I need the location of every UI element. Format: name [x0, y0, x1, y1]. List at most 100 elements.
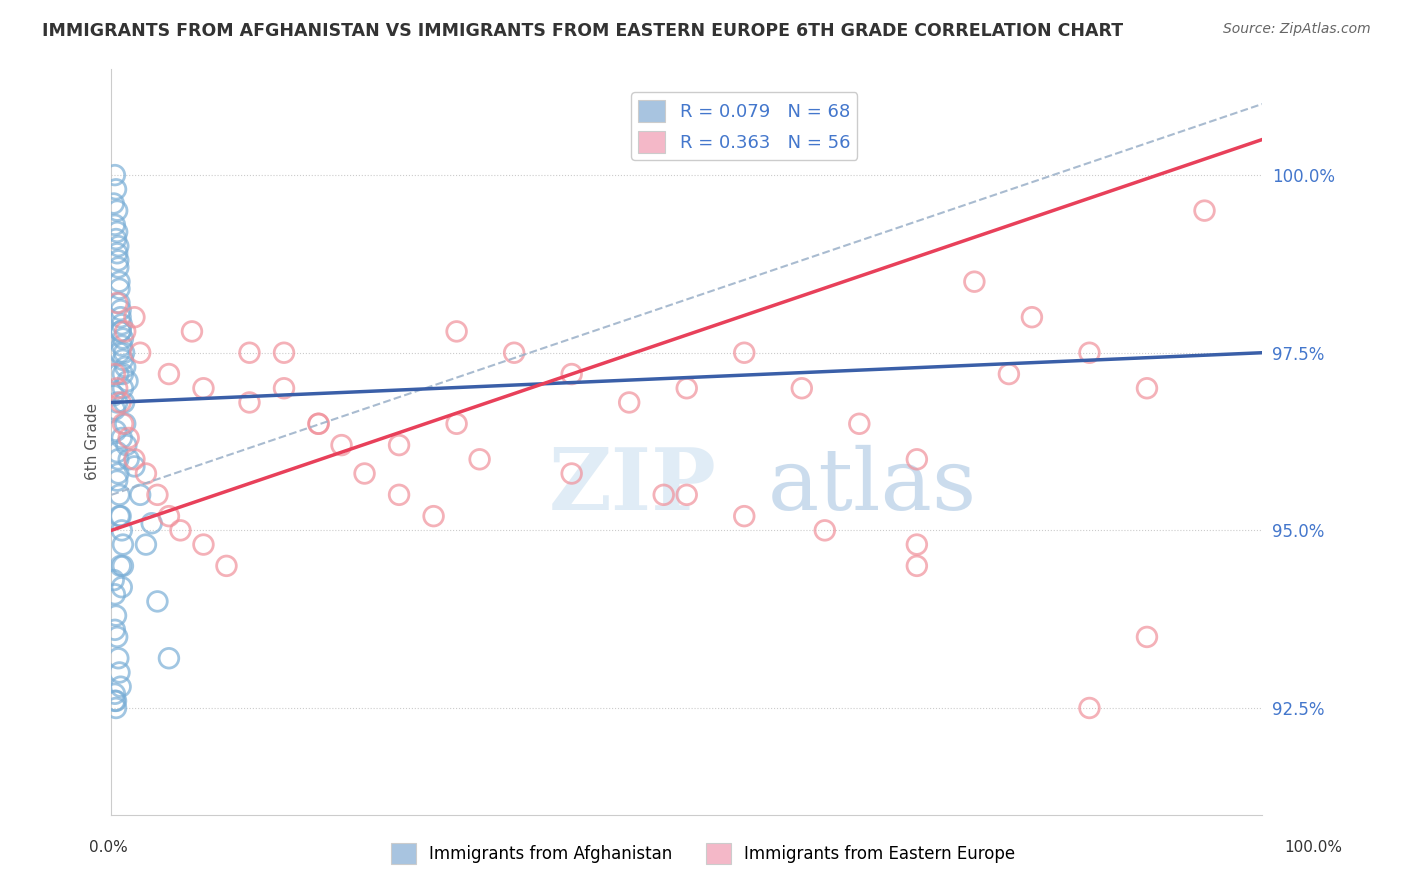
Text: 100.0%: 100.0%: [1285, 840, 1343, 855]
Point: [905, 558, 928, 573]
Point: [1078, 701, 1101, 715]
Point: [157, 651, 180, 665]
Point: [105, 630, 128, 644]
Point: [105, 246, 128, 260]
Point: [112, 345, 135, 359]
Point: [111, 381, 134, 395]
Point: [107, 260, 129, 275]
Point: [105, 296, 128, 310]
Point: [114, 325, 136, 339]
Point: [446, 417, 468, 431]
Point: [388, 438, 411, 452]
Point: [446, 325, 468, 339]
Point: [108, 665, 131, 680]
Point: [111, 352, 134, 367]
Point: [129, 345, 152, 359]
Point: [273, 381, 295, 395]
Point: [111, 318, 134, 332]
Text: atlas: atlas: [768, 445, 976, 528]
Point: [110, 509, 132, 524]
Point: [169, 524, 191, 538]
Point: [675, 381, 697, 395]
Point: [111, 580, 134, 594]
Point: [105, 701, 128, 715]
Point: [111, 338, 134, 352]
Point: [105, 225, 128, 239]
Point: [157, 367, 180, 381]
Point: [110, 325, 132, 339]
Point: [124, 310, 146, 325]
Point: [353, 467, 375, 481]
Point: [238, 345, 260, 359]
Text: ZIP: ZIP: [548, 444, 717, 528]
Point: [110, 558, 132, 573]
Point: [111, 558, 134, 573]
Text: Source: ZipAtlas.com: Source: ZipAtlas.com: [1223, 22, 1371, 37]
Point: [733, 509, 755, 524]
Point: [107, 467, 129, 481]
Point: [129, 488, 152, 502]
Point: [118, 431, 141, 445]
Point: [848, 417, 870, 431]
Point: [105, 381, 128, 395]
Point: [1136, 630, 1159, 644]
Point: [146, 488, 169, 502]
Point: [215, 558, 238, 573]
Point: [110, 303, 132, 318]
Point: [111, 524, 134, 538]
Point: [1078, 345, 1101, 359]
Point: [1136, 381, 1159, 395]
Point: [110, 680, 132, 694]
Point: [108, 345, 131, 359]
Point: [107, 367, 129, 381]
Point: [108, 488, 131, 502]
Point: [108, 275, 131, 289]
Point: [105, 445, 128, 459]
Point: [117, 374, 139, 388]
Point: [103, 388, 125, 402]
Point: [124, 452, 146, 467]
Point: [193, 381, 215, 395]
Point: [157, 509, 180, 524]
Point: [111, 367, 134, 381]
Point: [104, 694, 127, 708]
Point: [503, 345, 526, 359]
Point: [619, 395, 641, 409]
Point: [105, 694, 128, 708]
Point: [105, 182, 128, 196]
Point: [111, 431, 134, 445]
Point: [103, 573, 125, 587]
Point: [107, 452, 129, 467]
Point: [114, 359, 136, 374]
Text: IMMIGRANTS FROM AFGHANISTAN VS IMMIGRANTS FROM EASTERN EUROPE 6TH GRADE CORRELAT: IMMIGRANTS FROM AFGHANISTAN VS IMMIGRANT…: [42, 22, 1123, 40]
Point: [107, 253, 129, 268]
Point: [675, 488, 697, 502]
Point: [905, 537, 928, 551]
Point: [104, 587, 127, 601]
Point: [105, 395, 128, 409]
Point: [1021, 310, 1043, 325]
Point: [115, 438, 138, 452]
Legend: R = 0.079   N = 68, R = 0.363   N = 56: R = 0.079 N = 68, R = 0.363 N = 56: [631, 93, 858, 160]
Point: [108, 509, 131, 524]
Point: [238, 395, 260, 409]
Point: [103, 196, 125, 211]
Point: [111, 417, 134, 431]
Point: [1194, 203, 1216, 218]
Point: [733, 345, 755, 359]
Point: [181, 325, 204, 339]
Point: [110, 325, 132, 339]
Point: [273, 345, 295, 359]
Point: [963, 275, 986, 289]
Point: [107, 651, 129, 665]
Point: [652, 488, 675, 502]
Point: [111, 537, 134, 551]
Point: [111, 332, 134, 346]
Point: [114, 417, 136, 431]
Legend: Immigrants from Afghanistan, Immigrants from Eastern Europe: Immigrants from Afghanistan, Immigrants …: [384, 837, 1022, 871]
Point: [905, 452, 928, 467]
Point: [105, 203, 128, 218]
Point: [308, 417, 330, 431]
Point: [110, 310, 132, 325]
Point: [146, 594, 169, 608]
